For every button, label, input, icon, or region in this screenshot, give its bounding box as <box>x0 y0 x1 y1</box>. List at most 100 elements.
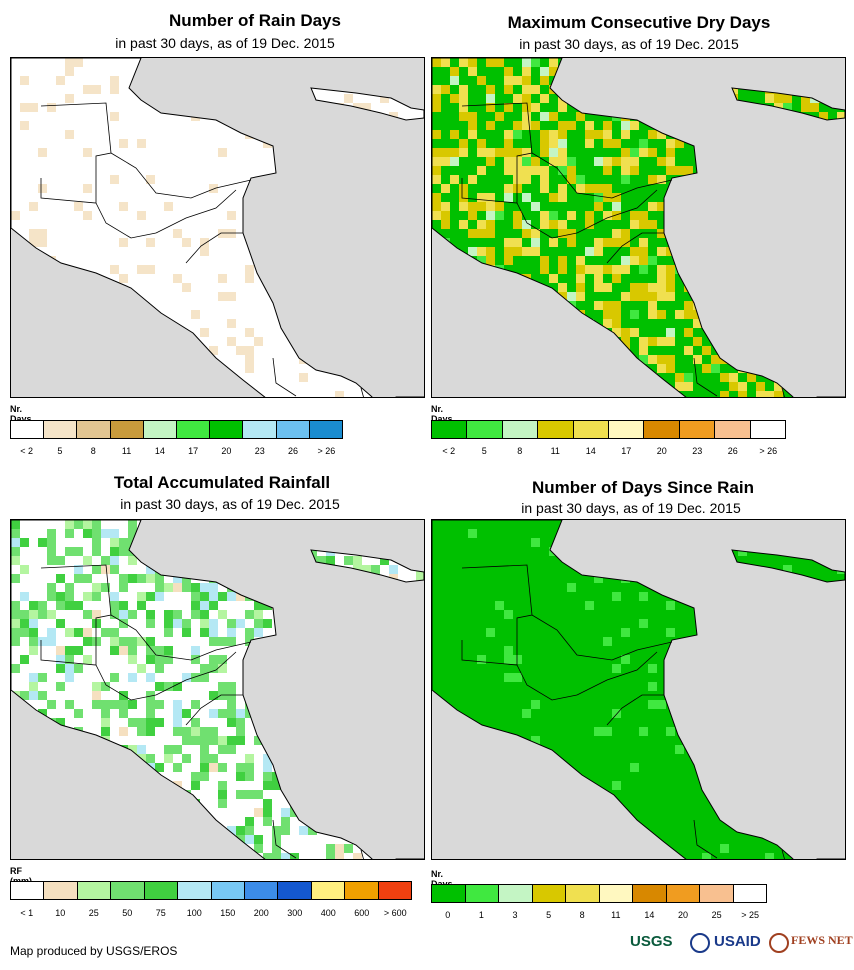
legend-label: > 26 <box>759 446 778 456</box>
legend-swatch <box>643 421 679 438</box>
legend-labels: < 2 5 8 11 14 17 20 23 26 > 26 <box>431 446 786 458</box>
legend-swatch <box>464 885 498 902</box>
legend-label: > 26 <box>317 446 336 456</box>
legend-swatch <box>377 882 412 899</box>
country-border <box>461 102 533 204</box>
legend-swatch <box>308 421 343 438</box>
legend-label: 20 <box>677 910 689 920</box>
country-border <box>606 232 664 264</box>
legend-swatch <box>43 882 77 899</box>
coastline <box>11 58 424 397</box>
map-canvas <box>11 520 424 859</box>
legend-label: 23 <box>254 446 265 456</box>
country-border <box>95 202 157 239</box>
legend-labels: 0 1 3 5 8 11 14 20 25 > 25 <box>431 910 767 922</box>
legend-label: < 2 <box>442 446 456 456</box>
legend-swatch <box>749 421 786 438</box>
legend-label: 0 <box>445 910 451 920</box>
legend-swatch <box>699 885 733 902</box>
legend-swatch <box>143 882 178 899</box>
legend-label: 5 <box>546 910 552 920</box>
country-border <box>531 614 673 661</box>
legend-label: 600 <box>354 908 370 918</box>
legend-label: 20 <box>221 446 232 456</box>
legend-labels: < 2 5 8 11 14 17 20 23 26 > 26 <box>10 446 343 458</box>
country-border <box>155 651 237 696</box>
footer-credit: Map produced by USGS/EROS <box>10 944 178 958</box>
legend-label: 8 <box>90 446 96 456</box>
legend-swatch <box>177 882 211 899</box>
legend-labels: < 1 10 25 50 75 100 150 200 300 400 600 > 600 <box>10 908 412 920</box>
legend-label: 5 <box>57 446 63 456</box>
usaid-logo: USAID <box>714 933 761 950</box>
legend-title: Nr. Days <box>431 404 453 424</box>
coastline <box>432 520 845 859</box>
legend-label: 75 <box>155 908 166 918</box>
days-since-rain-map <box>431 519 846 860</box>
map-canvas <box>11 58 424 397</box>
legend-swatch <box>43 421 77 438</box>
legend-swatch <box>501 421 538 438</box>
legend-swatch <box>678 421 715 438</box>
country-border <box>576 189 658 234</box>
legend-label: 150 <box>220 908 236 918</box>
country-border <box>110 152 252 199</box>
coastline <box>432 58 845 397</box>
country-border <box>516 202 578 239</box>
legend-label: < 2 <box>20 446 34 456</box>
country-border <box>40 564 112 666</box>
usgs-logo: USGS <box>630 933 673 950</box>
country-border <box>516 664 578 701</box>
legend-swatch <box>466 421 502 438</box>
country-border <box>606 694 664 726</box>
country-border <box>272 357 297 397</box>
legend-label: 17 <box>621 446 632 456</box>
legend-label: 23 <box>692 446 703 456</box>
legend-swatch <box>310 882 345 899</box>
partner-logos: USGS USAID FEWS NET <box>630 931 853 959</box>
legend-swatch <box>176 421 210 438</box>
legend-label: 10 <box>55 908 66 918</box>
legend-label: 26 <box>727 446 738 456</box>
legend-swatch <box>76 882 111 899</box>
panel-title: Number of Days Since Rain <box>531 478 754 497</box>
country-border <box>531 152 673 199</box>
dry-days-map <box>431 57 846 398</box>
panel-title: Number of Rain Days <box>169 11 341 30</box>
legend-swatch <box>210 882 244 899</box>
legend-swatch <box>432 885 465 902</box>
country-border <box>781 849 785 859</box>
legend-swatch <box>110 882 144 899</box>
legend-label: 11 <box>611 910 621 920</box>
legend-bar <box>10 420 343 439</box>
coastline <box>11 520 424 859</box>
legend-swatch <box>11 882 44 899</box>
legend-swatch <box>275 421 309 438</box>
legend-swatch <box>277 882 311 899</box>
country-border <box>95 664 157 701</box>
rain-days-map <box>10 57 425 398</box>
coastline <box>731 87 845 121</box>
legend-label: 100 <box>186 908 202 918</box>
country-border <box>272 819 297 859</box>
panel-subtitle: in past 30 days, as of 19 Dec. 2015 <box>519 36 739 52</box>
legend-label: 5 <box>481 446 487 456</box>
legend-swatch <box>11 421 44 438</box>
country-border <box>360 849 364 859</box>
country-border <box>693 357 718 397</box>
legend-swatch <box>243 882 278 899</box>
legend-label: 25 <box>88 908 99 918</box>
legend-label: 400 <box>320 908 336 918</box>
legend-label: 14 <box>585 446 596 456</box>
panel-subtitle: in past 30 days, as of 19 Dec. 2015 <box>521 500 741 516</box>
legend-swatch <box>608 421 644 438</box>
legend-swatch <box>665 885 699 902</box>
legend-title: Nr. Days <box>10 404 32 424</box>
panel-subtitle: in past 30 days, as of 19 Dec. 2015 <box>115 35 335 51</box>
legend-label: 14 <box>154 446 165 456</box>
legend-label: 50 <box>122 908 133 918</box>
usaid-seal-icon <box>690 933 710 953</box>
legend-label: 200 <box>253 908 269 918</box>
legend-label: 1 <box>478 910 484 920</box>
country-border <box>40 102 112 204</box>
